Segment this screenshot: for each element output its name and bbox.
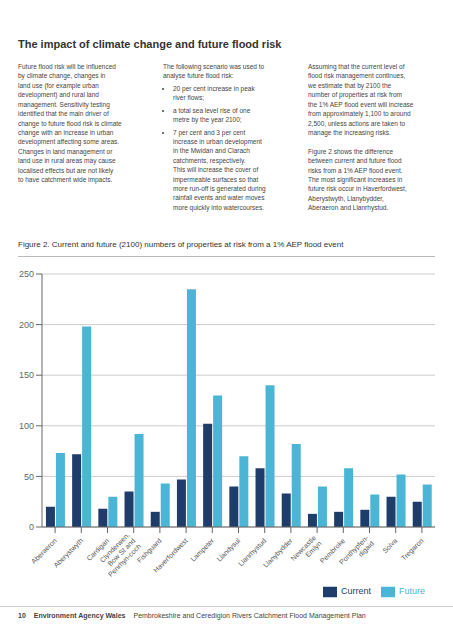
svg-text:NewcastleEmlyn: NewcastleEmlyn bbox=[289, 534, 323, 568]
svg-text:Ponthypfen-digaid: Ponthypfen-digaid bbox=[338, 534, 376, 572]
svg-text:Cardigan: Cardigan bbox=[85, 536, 111, 562]
svg-text:Tregaron: Tregaron bbox=[400, 537, 426, 563]
svg-text:150: 150 bbox=[19, 370, 34, 380]
html-text:Current: Current bbox=[341, 586, 371, 597]
html-text:Future flood risk will be infl: Future flood risk will be influenced by … bbox=[18, 63, 122, 184]
svg-text:Solva: Solva bbox=[381, 537, 398, 554]
html-text:Assuming that the current leve: Assuming that the current level of flood… bbox=[308, 63, 414, 212]
svg-text:250: 250 bbox=[19, 269, 34, 279]
svg-text:Pembroke: Pembroke bbox=[318, 536, 347, 565]
html-text:20 per cent increase in peak r: 20 per cent increase in peak river flows… bbox=[173, 84, 255, 102]
svg-text:Llanybydder: Llanybydder bbox=[262, 536, 295, 569]
html-text:The impact of climate change a: The impact of climate change and future … bbox=[18, 38, 282, 50]
html-text:7 per cent and 3 per cent incr: 7 per cent and 3 per cent increase in ur… bbox=[173, 128, 266, 211]
svg-text:Haverfordwest: Haverfordwest bbox=[152, 537, 189, 574]
svg-text:Llanrhystud: Llanrhystud bbox=[237, 536, 268, 568]
svg-text:0: 0 bbox=[29, 522, 34, 532]
svg-text:Clynderwen,Bow St andPenrhyn-c: Clynderwen,Bow St andPenrhyn-coch bbox=[95, 531, 143, 579]
svg-text:Lampeter: Lampeter bbox=[189, 536, 216, 563]
html-text:Figure 2. Current and future (: Figure 2. Current and future (2100) numb… bbox=[18, 240, 344, 249]
svg-text:Fishguard: Fishguard bbox=[135, 536, 163, 564]
html-text:The following scenario was use: The following scenario was used to analy… bbox=[163, 63, 265, 80]
html-text:Future: Future bbox=[399, 586, 425, 597]
svg-text:Aberystwyth: Aberystwyth bbox=[52, 537, 85, 570]
svg-text:Llandysul: Llandysul bbox=[215, 537, 242, 564]
html-text:Environment Agency Wales: Environment Agency Wales bbox=[33, 612, 126, 619]
html-text:10: 10 bbox=[18, 612, 26, 619]
svg-text:Aberaeron: Aberaeron bbox=[30, 537, 58, 565]
html-text:a total sea level rise of one: a total sea level rise of one metre by t… bbox=[173, 106, 251, 124]
html-text:Pembrokeshire and Ceredigion R: Pembrokeshire and Ceredigion Rivers Catc… bbox=[133, 612, 366, 619]
svg-text:50: 50 bbox=[24, 472, 34, 482]
svg-text:200: 200 bbox=[19, 320, 34, 330]
svg-text:100: 100 bbox=[19, 421, 34, 431]
